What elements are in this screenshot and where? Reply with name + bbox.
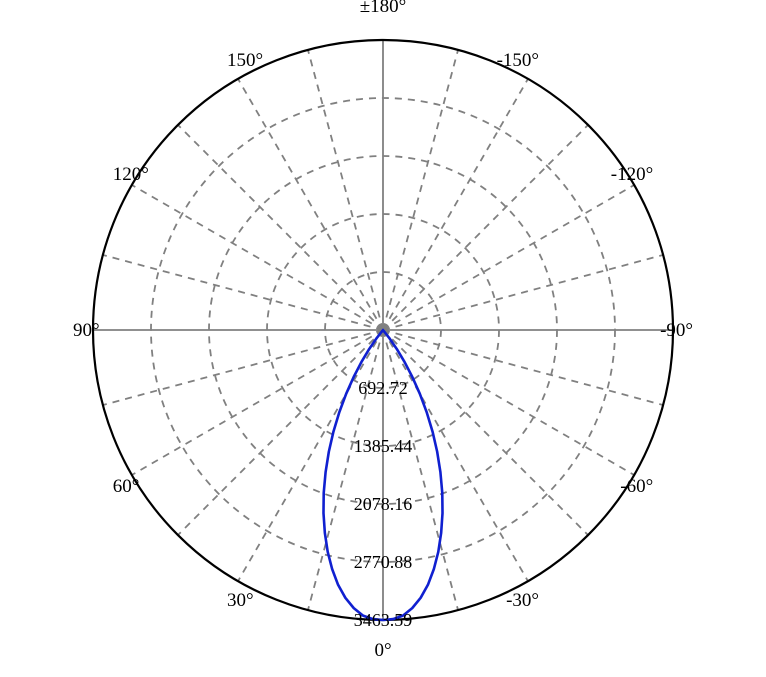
angle-label: -150° — [497, 50, 539, 71]
angle-label: 60° — [113, 476, 140, 497]
radial-label: 2078.16 — [354, 494, 413, 514]
angle-label: 120° — [113, 164, 149, 185]
angle-label: 30° — [227, 590, 254, 611]
radial-label: 692.72 — [358, 378, 408, 398]
radial-label: 3463.59 — [354, 610, 413, 630]
angle-label: 0° — [374, 640, 391, 661]
polar-chart: 0° 30° 60° 90° 120° 150° ±180° -150° -120° -90° -6… — [0, 0, 766, 677]
angle-label: -60° — [620, 476, 653, 497]
angle-label: -120° — [611, 164, 653, 185]
angle-label: 150° — [227, 50, 263, 71]
radial-label: 1385.44 — [354, 436, 413, 456]
angle-label: -30° — [506, 590, 539, 611]
radial-label: 2770.88 — [354, 552, 413, 572]
angle-label: ±180° — [360, 0, 407, 17]
angle-label: 90° — [73, 320, 100, 341]
angle-label: -90° — [660, 320, 693, 341]
